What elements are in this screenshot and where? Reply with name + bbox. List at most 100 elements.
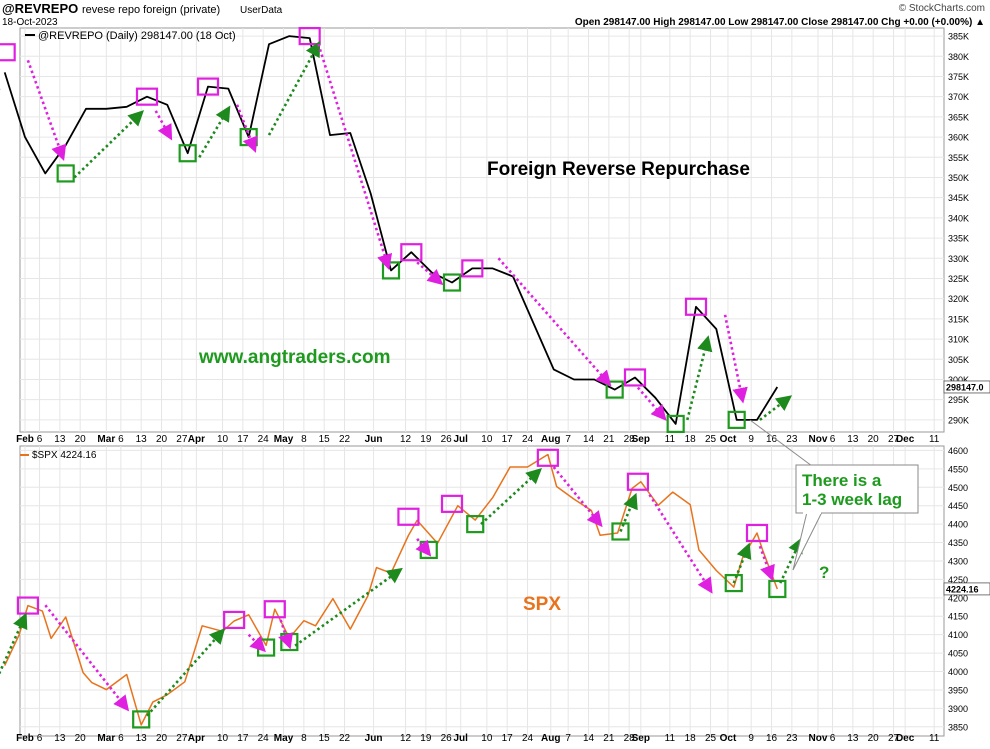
top-down-arrow xyxy=(497,257,612,387)
top-last-value-box xyxy=(943,380,990,394)
top-up-arrow xyxy=(759,395,793,421)
top-xtick-label: 20 xyxy=(156,434,168,445)
top-xtick-label: 21 xyxy=(603,434,615,445)
bottom-ytick-label: 4600 xyxy=(948,446,968,456)
top-xtick-label: 24 xyxy=(258,434,270,445)
top-down-arrow xyxy=(636,386,667,421)
top-peak-marker xyxy=(461,259,484,278)
bottom-xtick-label: Oct xyxy=(720,733,737,744)
grid-layer xyxy=(20,28,944,736)
bottom-xtick-label: 28 xyxy=(624,733,636,744)
top-ytick-label: 340K xyxy=(948,213,969,223)
top-last-value-label: 298147.0 xyxy=(946,382,984,392)
data-tag: UserData xyxy=(240,5,283,16)
top-xtick-label: Jun xyxy=(365,434,383,445)
bottom-xtick-label: Dec xyxy=(896,733,915,744)
bottom-ytick-label: 4450 xyxy=(948,501,968,511)
top-trough-marker xyxy=(56,164,75,183)
bottom-xtick-label: 10 xyxy=(481,733,493,744)
callout-line1: There is a xyxy=(802,471,882,490)
bottom-xtick-label: 17 xyxy=(237,733,249,744)
top-ytick-label: 290K xyxy=(948,415,969,425)
top-up-arrow xyxy=(73,110,144,179)
bottom-xtick-label: 17 xyxy=(502,733,514,744)
symbol-description: revese repo foreign (private) xyxy=(82,4,220,16)
top-xtick-label: 20 xyxy=(75,434,87,445)
top-xtick-label: May xyxy=(274,434,294,445)
top-xtick-label: 12 xyxy=(400,434,412,445)
bottom-xtick-label: May xyxy=(274,733,294,744)
bottom-xtick-label: 11 xyxy=(665,733,676,744)
bottom-xtick-label: 6 xyxy=(118,733,124,744)
top-xtick-label: 9 xyxy=(748,434,754,445)
top-ytick-label: 305K xyxy=(948,355,969,365)
top-ytick-label: 360K xyxy=(948,133,969,143)
top-xtick-label: 13 xyxy=(847,434,859,445)
bottom-ytick-label: 3850 xyxy=(948,722,968,732)
top-down-arrow xyxy=(723,314,748,404)
bottom-peak-marker xyxy=(16,596,40,615)
bottom-xtick-label: 26 xyxy=(441,733,453,744)
top-trough-marker xyxy=(178,144,197,163)
bottom-xtick-label: 10 xyxy=(217,733,229,744)
top-xtick-label: Nov xyxy=(809,434,828,445)
bottom-xtick-label: 23 xyxy=(786,733,798,744)
bottom-xtick-label: 21 xyxy=(603,733,615,744)
bottom-last-value-label: 4224.16 xyxy=(946,584,979,594)
bottom-xtick-label: 22 xyxy=(339,733,351,744)
bottom-ytick-label: 3900 xyxy=(948,704,968,714)
bottom-peak-marker xyxy=(223,610,246,630)
bottom-peak-marker xyxy=(263,600,286,619)
top-xtick-label: 15 xyxy=(319,434,331,445)
bottom-xtick-label: 14 xyxy=(583,733,595,744)
bottom-xtick-label: 16 xyxy=(766,733,778,744)
bottom-down-arrow xyxy=(278,619,293,650)
bottom-xtick-label: 9 xyxy=(748,733,754,744)
bottom-xtick-label: 7 xyxy=(565,733,571,744)
bottom-trough-marker xyxy=(611,522,630,541)
bottom-trough-marker xyxy=(466,515,485,534)
top-ytick-label: 300K xyxy=(948,375,969,385)
top-peak-marker xyxy=(400,243,423,262)
top-xtick-label: 20 xyxy=(868,434,880,445)
top-ytick-label: 325K xyxy=(948,274,969,284)
top-xtick-label: Feb xyxy=(16,434,34,445)
bottom-xtick-label: 15 xyxy=(319,733,331,744)
bottom-xtick-label: 8 xyxy=(301,733,307,744)
ohlc-readout: Open 298147.00 High 298147.00 Low 298147… xyxy=(575,17,985,28)
top-xtick-label: Mar xyxy=(97,434,115,445)
bottom-down-arrow xyxy=(552,466,603,528)
top-xtick-label: Apr xyxy=(188,434,205,445)
top-xtick-label: Aug xyxy=(541,434,560,445)
bottom-xtick-label: 24 xyxy=(522,733,534,744)
bottom-down-arrow xyxy=(758,545,775,582)
bottom-ytick-label: 4350 xyxy=(948,538,968,548)
top-xtick-label: 24 xyxy=(522,434,534,445)
bottom-ytick-label: 3950 xyxy=(948,685,968,695)
top-down-arrow xyxy=(235,104,258,153)
top-xtick-label: 17 xyxy=(502,434,514,445)
bottom-ytick-label: 4550 xyxy=(948,464,968,474)
top-xtick-label: 19 xyxy=(420,434,432,445)
bottom-xtick-label: 6 xyxy=(37,733,43,744)
top-ytick-label: 295K xyxy=(948,395,969,405)
bottom-ytick-label: 4500 xyxy=(948,483,968,493)
bottom-up-arrow xyxy=(779,537,803,584)
bottom-xtick-label: 13 xyxy=(54,733,66,744)
chart-date: 18-Oct-2023 xyxy=(2,17,58,28)
bottom-ytick-label: 4200 xyxy=(948,593,968,603)
top-xtick-label: 16 xyxy=(766,434,778,445)
bottom-xtick-label: 13 xyxy=(847,733,859,744)
bottom-xtick-label: Jul xyxy=(453,733,468,744)
bottom-xtick-label: Nov xyxy=(809,733,828,744)
top-trough-marker xyxy=(666,414,685,434)
bottom-ytick-label: 4400 xyxy=(948,520,968,530)
bottom-xtick-label: 25 xyxy=(705,733,717,744)
top-up-arrow xyxy=(198,105,231,158)
top-ytick-label: 315K xyxy=(948,314,969,324)
top-xtick-label: Dec xyxy=(896,434,915,445)
callout: There is a 1-3 week lag xyxy=(749,419,919,571)
top-xtick-label: 7 xyxy=(565,434,571,445)
top-ytick-label: 320K xyxy=(948,294,969,304)
top-xtick-label: 14 xyxy=(583,434,595,445)
